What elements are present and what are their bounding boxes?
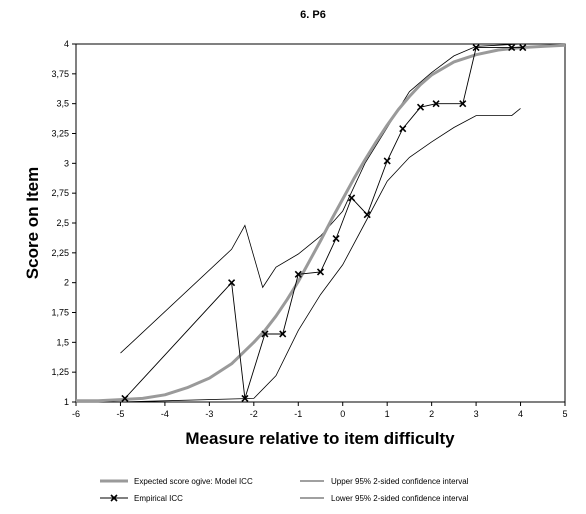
empirical-point	[348, 194, 356, 202]
y-tick-label: 1	[64, 397, 69, 407]
legend-label-lower: Lower 95% 2-sided confidence interval	[331, 494, 469, 503]
x-tick-label: -6	[72, 409, 80, 419]
empirical-point	[383, 157, 391, 165]
empirical-point	[399, 125, 407, 133]
lower-ci-line	[120, 108, 521, 403]
x-tick-label: -3	[205, 409, 213, 419]
x-tick-label: -5	[116, 409, 124, 419]
empirical-point	[508, 44, 516, 52]
empirical-point	[241, 394, 249, 402]
empirical-point	[472, 44, 480, 52]
plot-area	[75, 43, 566, 403]
x-tick-label: 4	[518, 409, 523, 419]
x-tick-label: 1	[385, 409, 390, 419]
legend-label-expected: Expected score ogive: Model ICC	[134, 477, 253, 486]
y-tick-label: 3,25	[51, 129, 69, 139]
y-tick-label: 2,25	[51, 248, 69, 258]
legend-label-upper: Upper 95% 2-sided confidence interval	[331, 477, 469, 486]
y-tick-label: 2,75	[51, 188, 69, 198]
legend-marker-empirical	[110, 494, 118, 502]
empirical-point	[416, 103, 425, 111]
x-axis-ticks: -6 -5 -4 -3 -2 -1 0 1 2 3 4 5	[72, 402, 568, 419]
legend-label-empirical: Empirical ICC	[134, 494, 183, 503]
empirical-point	[121, 394, 129, 402]
empirical-point	[228, 279, 236, 287]
x-tick-label: -1	[294, 409, 302, 419]
x-tick-label: -2	[250, 409, 258, 419]
y-tick-label: 1,25	[51, 367, 69, 377]
chart-title: 6. P6	[300, 9, 326, 21]
y-tick-label: 2	[64, 278, 69, 288]
x-tick-label: 3	[474, 409, 479, 419]
empirical-point	[519, 44, 527, 52]
series-layer	[76, 43, 566, 403]
x-tick-label: 5	[562, 409, 567, 419]
y-tick-label: 2,5	[56, 218, 69, 228]
x-tick-label: -4	[161, 409, 169, 419]
empirical-point	[363, 211, 371, 219]
empirical-point	[459, 100, 467, 108]
y-tick-label: 1,5	[56, 337, 69, 347]
empirical-point	[332, 234, 340, 243]
empirical-point	[279, 330, 287, 338]
y-tick-label: 3,5	[56, 99, 69, 109]
legend: Expected score ogive: Model ICC Upper 95…	[100, 477, 469, 503]
x-tick-label: 2	[429, 409, 434, 419]
empirical-icc-line	[124, 47, 523, 399]
empirical-point	[432, 100, 440, 108]
empirical-point	[294, 270, 302, 278]
empirical-point	[261, 330, 269, 338]
x-axis-title: Measure relative to item difficulty	[185, 429, 455, 448]
y-tick-label: 4	[64, 39, 69, 49]
y-axis-ticks: 1 1,25 1,5 1,75 2 2,25 2,5 2,75 3 3,25 3,5 3,75 4	[51, 39, 76, 407]
y-tick-label: 1,75	[51, 308, 69, 318]
x-tick-label: 0	[340, 409, 345, 419]
y-tick-label: 3	[64, 158, 69, 168]
y-tick-label: 3,75	[51, 69, 69, 79]
expected-icc-curve	[76, 43, 566, 403]
y-axis-title: Score on Item	[23, 167, 42, 279]
empirical-point	[316, 268, 325, 276]
upper-ci-line	[120, 43, 543, 354]
